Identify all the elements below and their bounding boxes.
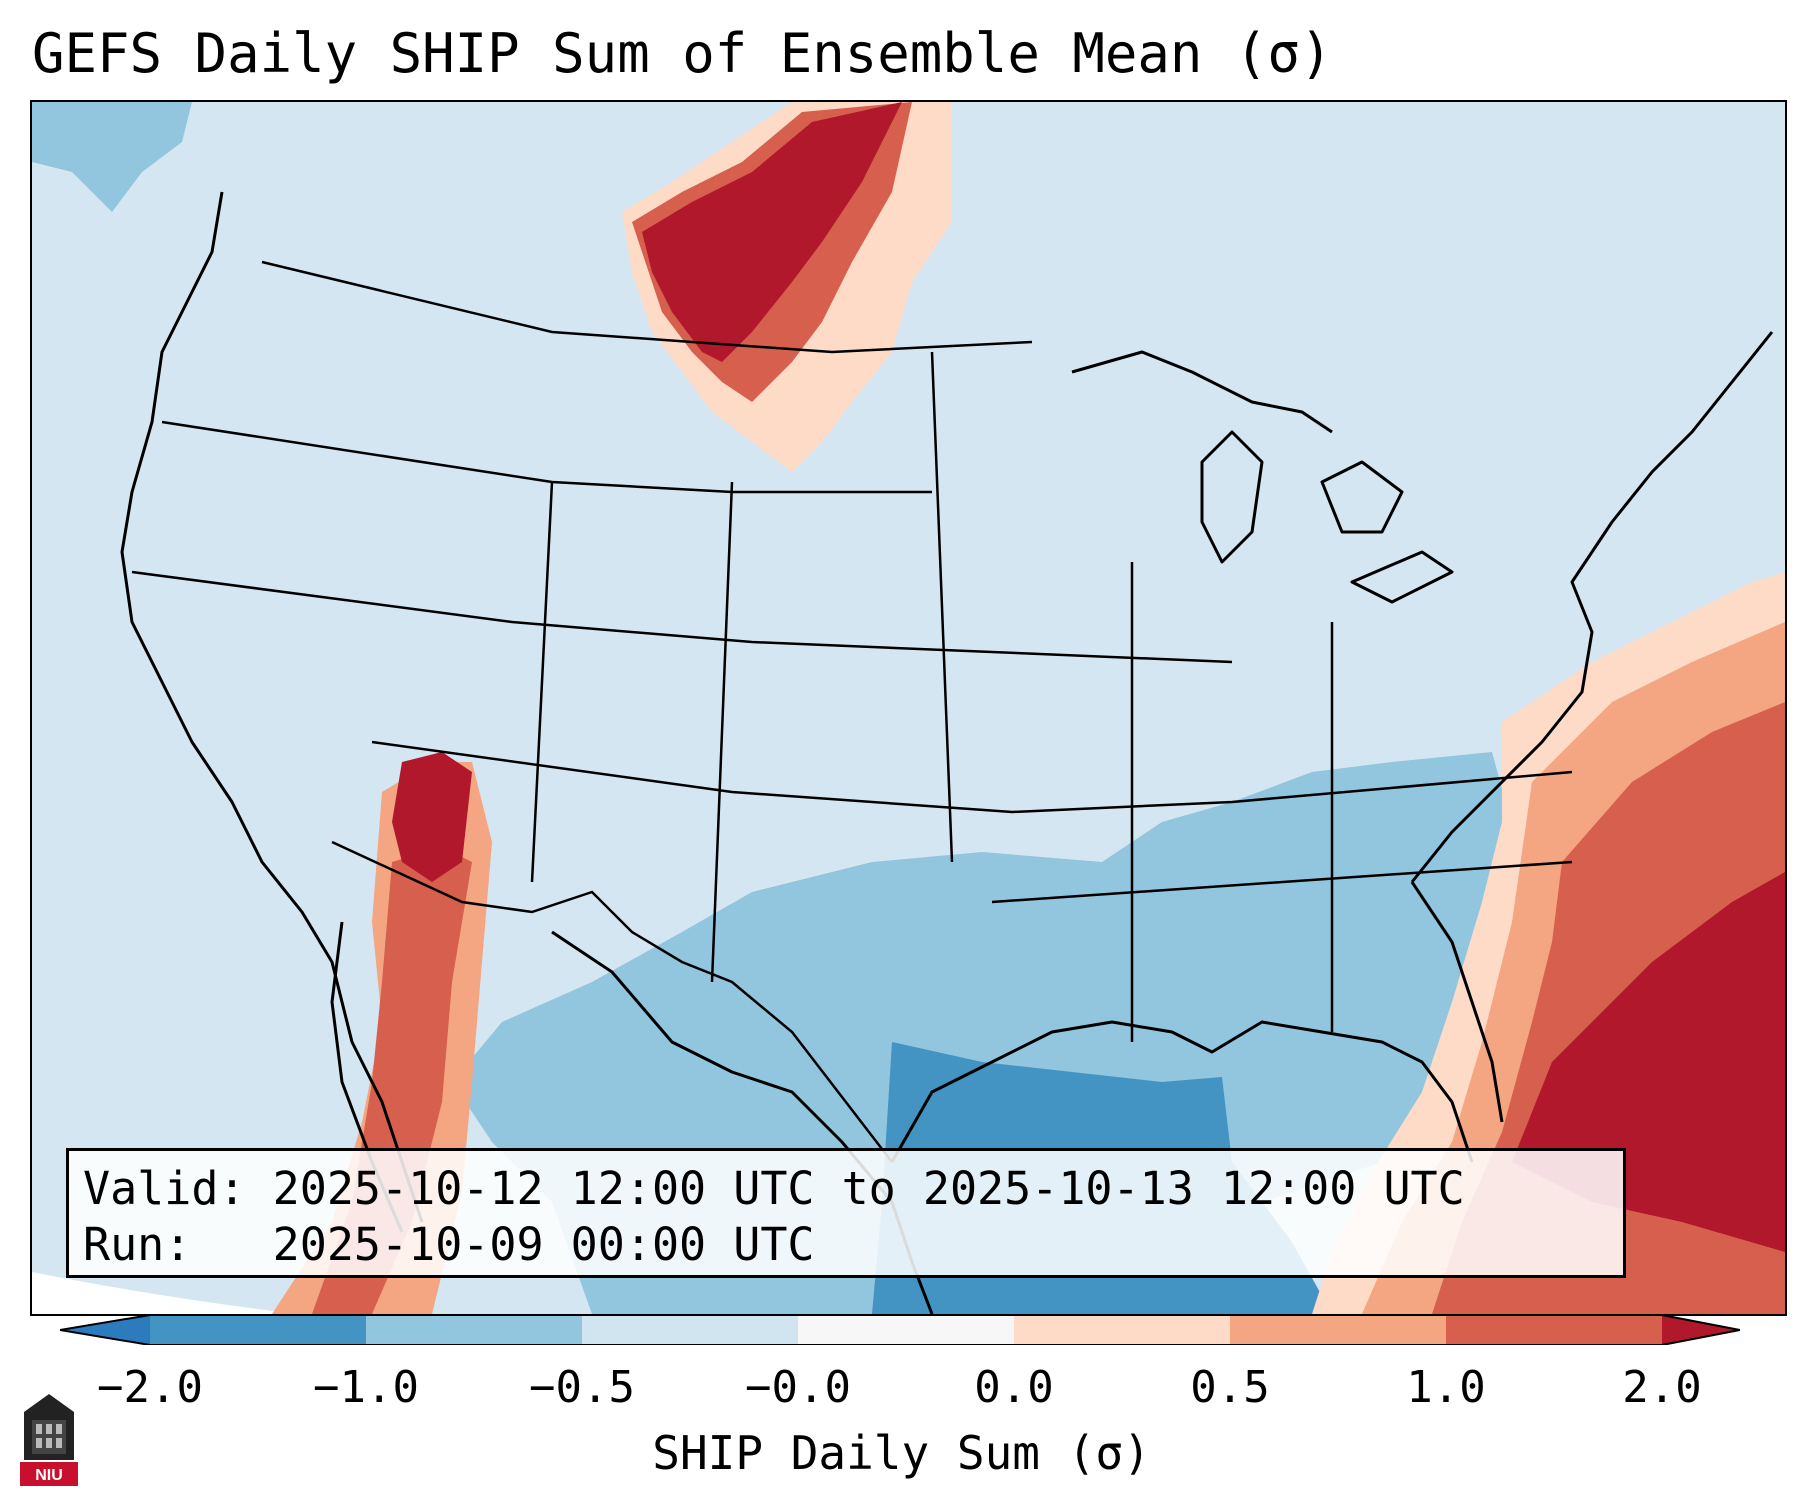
colorbar-tick: −1.0 bbox=[313, 1362, 419, 1413]
colorbar-bin-4 bbox=[798, 1315, 1014, 1345]
lake-michigan bbox=[1200, 430, 1264, 564]
colorbar-bin-5 bbox=[1014, 1315, 1230, 1345]
colorbar-bin-2 bbox=[366, 1315, 582, 1345]
colorbar-tick: 1.0 bbox=[1406, 1362, 1486, 1413]
map-canvas bbox=[32, 102, 1785, 1314]
arizona-strong-positive bbox=[392, 752, 472, 882]
state-line-n2 bbox=[131, 570, 1233, 664]
run-row: Run: 2025-10-09 00:00 UTC bbox=[83, 1217, 1609, 1273]
colorbar-high-extend bbox=[1662, 1315, 1740, 1345]
colorbar-bin-3 bbox=[582, 1315, 798, 1345]
us-mexico-border bbox=[331, 840, 893, 1163]
state-line-v2 bbox=[710, 481, 734, 983]
colorbar-tick: 2.0 bbox=[1622, 1362, 1702, 1413]
valid-row: Valid: 2025-10-12 12:00 UTC to 2025-10-1… bbox=[83, 1161, 1609, 1217]
map-panel bbox=[30, 100, 1787, 1316]
run-value: 2025-10-09 00:00 UTC bbox=[272, 1218, 815, 1271]
colorbar bbox=[60, 1315, 1740, 1345]
us-gulf-coastline bbox=[890, 1020, 1474, 1163]
colorbar-bin-7 bbox=[1446, 1315, 1662, 1345]
logo-banner bbox=[20, 1462, 78, 1486]
projection-edge-left bbox=[32, 1272, 299, 1314]
plains-strong-positive bbox=[642, 102, 902, 362]
state-line-v3 bbox=[930, 351, 954, 863]
validity-info-box: Valid: 2025-10-12 12:00 UTC to 2025-10-1… bbox=[66, 1148, 1626, 1278]
colorbar-tick: −0.5 bbox=[529, 1362, 635, 1413]
nw-negative-anomaly bbox=[32, 102, 192, 212]
state-line-v1 bbox=[530, 481, 554, 883]
us-canada-border bbox=[261, 260, 1033, 354]
colorbar-tick: 0.5 bbox=[1190, 1362, 1270, 1413]
valid-value: 2025-10-12 12:00 UTC to 2025-10-13 12:00… bbox=[272, 1162, 1465, 1215]
niu-logo: NIU bbox=[20, 1394, 78, 1486]
lake-huron bbox=[1320, 460, 1404, 534]
florida-coastline bbox=[1410, 881, 1504, 1123]
west-coastline bbox=[120, 191, 424, 1223]
colorbar-tick: 0.0 bbox=[974, 1362, 1054, 1413]
chart-title: GEFS Daily SHIP Sum of Ensemble Mean (σ) bbox=[32, 22, 1333, 85]
colorbar-tick: −2.0 bbox=[97, 1362, 203, 1413]
lake-superior bbox=[1071, 350, 1333, 434]
colorbar-bin-6 bbox=[1230, 1315, 1446, 1345]
logo-text: NIU bbox=[35, 1467, 63, 1484]
state-line-s1 bbox=[991, 860, 1573, 904]
political-borders bbox=[131, 260, 1573, 1163]
colorbar-label: SHIP Daily Sum (σ) bbox=[652, 1426, 1151, 1480]
colorbar-bin-1 bbox=[150, 1315, 366, 1345]
state-line-n3 bbox=[371, 740, 1573, 814]
lake-erie bbox=[1350, 550, 1454, 604]
southwest-moderate-positive bbox=[312, 847, 472, 1314]
state-line-n1 bbox=[161, 420, 932, 494]
valid-label: Valid: bbox=[83, 1162, 246, 1215]
colorbar-low-extend bbox=[60, 1315, 150, 1345]
colorbar-tick: −0.0 bbox=[745, 1362, 851, 1413]
run-label: Run: bbox=[83, 1218, 192, 1271]
east-coastline bbox=[1410, 331, 1774, 883]
